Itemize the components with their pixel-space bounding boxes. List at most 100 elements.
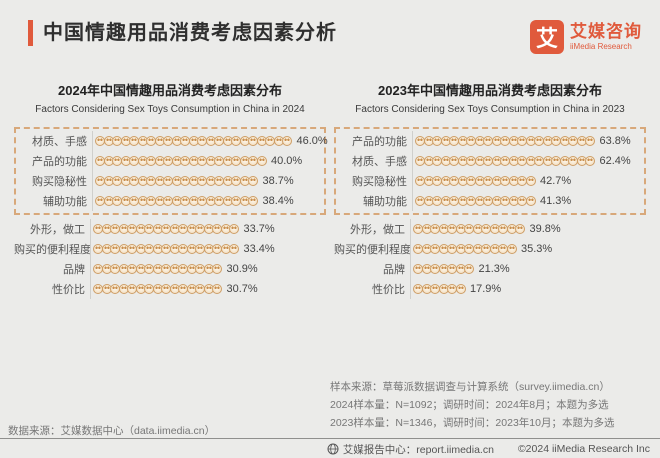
pictogram-bar: [93, 244, 239, 254]
chart-row: 外形，做工 39.8%: [334, 219, 646, 239]
title-wrap: 中国情趣用品消费考虑因素分析: [28, 20, 337, 46]
chart-subtitle: Factors Considering Sex Toys Consumption…: [355, 104, 625, 115]
chart-row: 辅助功能 38.4%: [16, 191, 324, 211]
chart-row: 辅助功能 41.3%: [336, 191, 644, 211]
pictogram-icon: [248, 176, 258, 186]
footer-divider: [0, 438, 660, 439]
pictogram-bar: [93, 264, 222, 274]
page-title: 中国情趣用品消费考虑因素分析: [43, 22, 337, 44]
pictogram-icon: [229, 244, 239, 254]
row-value: 17.9%: [470, 283, 502, 295]
pictogram-icon: [585, 156, 595, 166]
bar-area: 63.8%: [412, 131, 631, 151]
row-label: 品牌: [383, 264, 405, 276]
row-value: 30.9%: [226, 263, 258, 275]
row-value: 41.3%: [540, 195, 572, 207]
row-label: 辅助功能: [363, 196, 407, 208]
pictogram-bar: [415, 176, 536, 186]
pictogram-icon: [256, 156, 267, 166]
note-sample-2023: 2023样本量：N=1346，调研时间：2023年10月；本题为多选: [330, 417, 615, 429]
chart-row: 购买隐秘性 38.7%: [16, 171, 324, 191]
pictogram-icon: [525, 196, 536, 206]
row-value: 38.4%: [262, 195, 294, 207]
notes-block: 样本来源：草莓派数据调查与计算系统（survey.iimedia.cn） 202…: [330, 378, 614, 432]
row-label: 性价比: [372, 284, 405, 296]
chart-row: 外形，做工 33.7%: [14, 219, 326, 239]
pictogram-icon: [212, 264, 222, 274]
row-label: 材质、手感: [32, 136, 87, 148]
rows-rest: 外形，做工 33.7% 购买的便利程度 33.4% 品牌 30.9% 性价比 30.7%: [14, 219, 326, 299]
pictogram-icon: [585, 136, 595, 146]
bar-area: 33.7%: [90, 219, 275, 239]
pictogram-icon: [525, 176, 536, 186]
pictogram-bar: [95, 176, 258, 186]
row-value: 42.7%: [540, 175, 572, 187]
chart-rows: 材质、手感 46.0% 产品的功能 40.0% 购买隐秘性 38.7% 辅助功能 38.4% …: [14, 127, 328, 299]
chart-row: 材质、手感 46.0%: [16, 131, 328, 151]
chart-rows: 产品的功能 63.8% 材质、手感 62.4% 购买隐秘性 42.7% 辅助功能 41.3% …: [334, 127, 646, 299]
chart-row: 购买的便利程度 35.3%: [334, 239, 646, 259]
highlight-box: 材质、手感 46.0% 产品的功能 40.0% 购买隐秘性 38.7% 辅助功能 38.4%: [14, 127, 328, 215]
row-value: 33.7%: [243, 223, 275, 235]
logo-name: 艾媒咨询: [570, 22, 642, 41]
charts-container: 2024年中国情趣用品消费考虑因素分布 Factors Considering …: [0, 80, 660, 299]
pictogram-bar: [413, 224, 525, 234]
bar-area: 46.0%: [92, 131, 328, 151]
chart-row: 材质、手感 62.4%: [336, 151, 644, 171]
bar-area: 39.8%: [410, 219, 561, 239]
row-value: 39.8%: [529, 223, 561, 235]
pictogram-icon: [248, 196, 258, 206]
bar-area: 33.4%: [90, 239, 275, 259]
logo-subtitle: iiMedia Research: [570, 42, 632, 51]
globe-icon: [327, 443, 339, 455]
row-label: 外形，做工: [350, 224, 405, 236]
row-value: 63.8%: [599, 135, 631, 147]
row-label: 购买的便利程度: [334, 244, 411, 256]
row-label: 产品的功能: [352, 136, 407, 148]
chart-2023: 2023年中国情趣用品消费考虑因素分布 Factors Considering …: [334, 80, 646, 299]
row-label: 性价比: [52, 284, 85, 296]
chart-2024: 2024年中国情趣用品消费考虑因素分布 Factors Considering …: [14, 80, 328, 299]
pictogram-icon: [282, 136, 292, 146]
title-accent-bar: [28, 20, 33, 46]
footer-bar: 艾媒报告中心：report.iimedia.cn ©2024 iiMedia R…: [0, 440, 660, 458]
chart-row: 产品的功能 40.0%: [16, 151, 324, 171]
row-value: 62.4%: [599, 155, 631, 167]
row-label: 外形，做工: [30, 224, 85, 236]
row-value: 33.4%: [243, 243, 275, 255]
pictogram-bar: [93, 284, 222, 294]
pictogram-bar: [413, 264, 474, 274]
row-value: 38.7%: [262, 175, 294, 187]
pictogram-bar: [95, 136, 292, 146]
data-source-note: 数据来源：艾媒数据中心（data.iimedia.cn）: [8, 425, 216, 437]
header: 中国情趣用品消费考虑因素分析 艾 艾媒咨询 iiMedia Research: [0, 0, 660, 54]
pictogram-icon: [464, 264, 474, 274]
row-label: 购买隐秘性: [32, 176, 87, 188]
bar-area: 38.7%: [92, 171, 294, 191]
bar-area: 62.4%: [412, 151, 631, 171]
pictogram-bar: [413, 244, 517, 254]
bar-area: 30.9%: [90, 259, 258, 279]
row-label: 购买隐秘性: [352, 176, 407, 188]
chart-title: 2023年中国情趣用品消费考虑因素分布: [378, 83, 602, 98]
chart-row: 品牌 21.3%: [334, 259, 646, 279]
bar-area: 21.3%: [410, 259, 510, 279]
pictogram-icon: [455, 284, 466, 294]
row-value: 40.0%: [271, 155, 303, 167]
pictogram-icon: [506, 244, 517, 254]
row-value: 46.0%: [296, 135, 328, 147]
row-value: 30.7%: [226, 283, 258, 295]
rows-rest: 外形，做工 39.8% 购买的便利程度 35.3% 品牌 21.3% 性价比 17.9%: [334, 219, 646, 299]
iimedia-logo: 艾 艾媒咨询 iiMedia Research: [530, 20, 642, 54]
logo-mark-icon: 艾: [530, 20, 564, 54]
pictogram-bar: [95, 196, 258, 206]
footer-copyright: ©2024 iiMedia Research Inc: [517, 443, 650, 455]
pictogram-bar: [95, 156, 267, 166]
chart-row: 购买隐秘性 42.7%: [336, 171, 644, 191]
bar-area: 30.7%: [90, 279, 258, 299]
row-label: 辅助功能: [43, 196, 87, 208]
bar-area: 35.3%: [410, 239, 552, 259]
row-label: 购买的便利程度: [14, 244, 91, 256]
pictogram-bar: [415, 136, 595, 146]
